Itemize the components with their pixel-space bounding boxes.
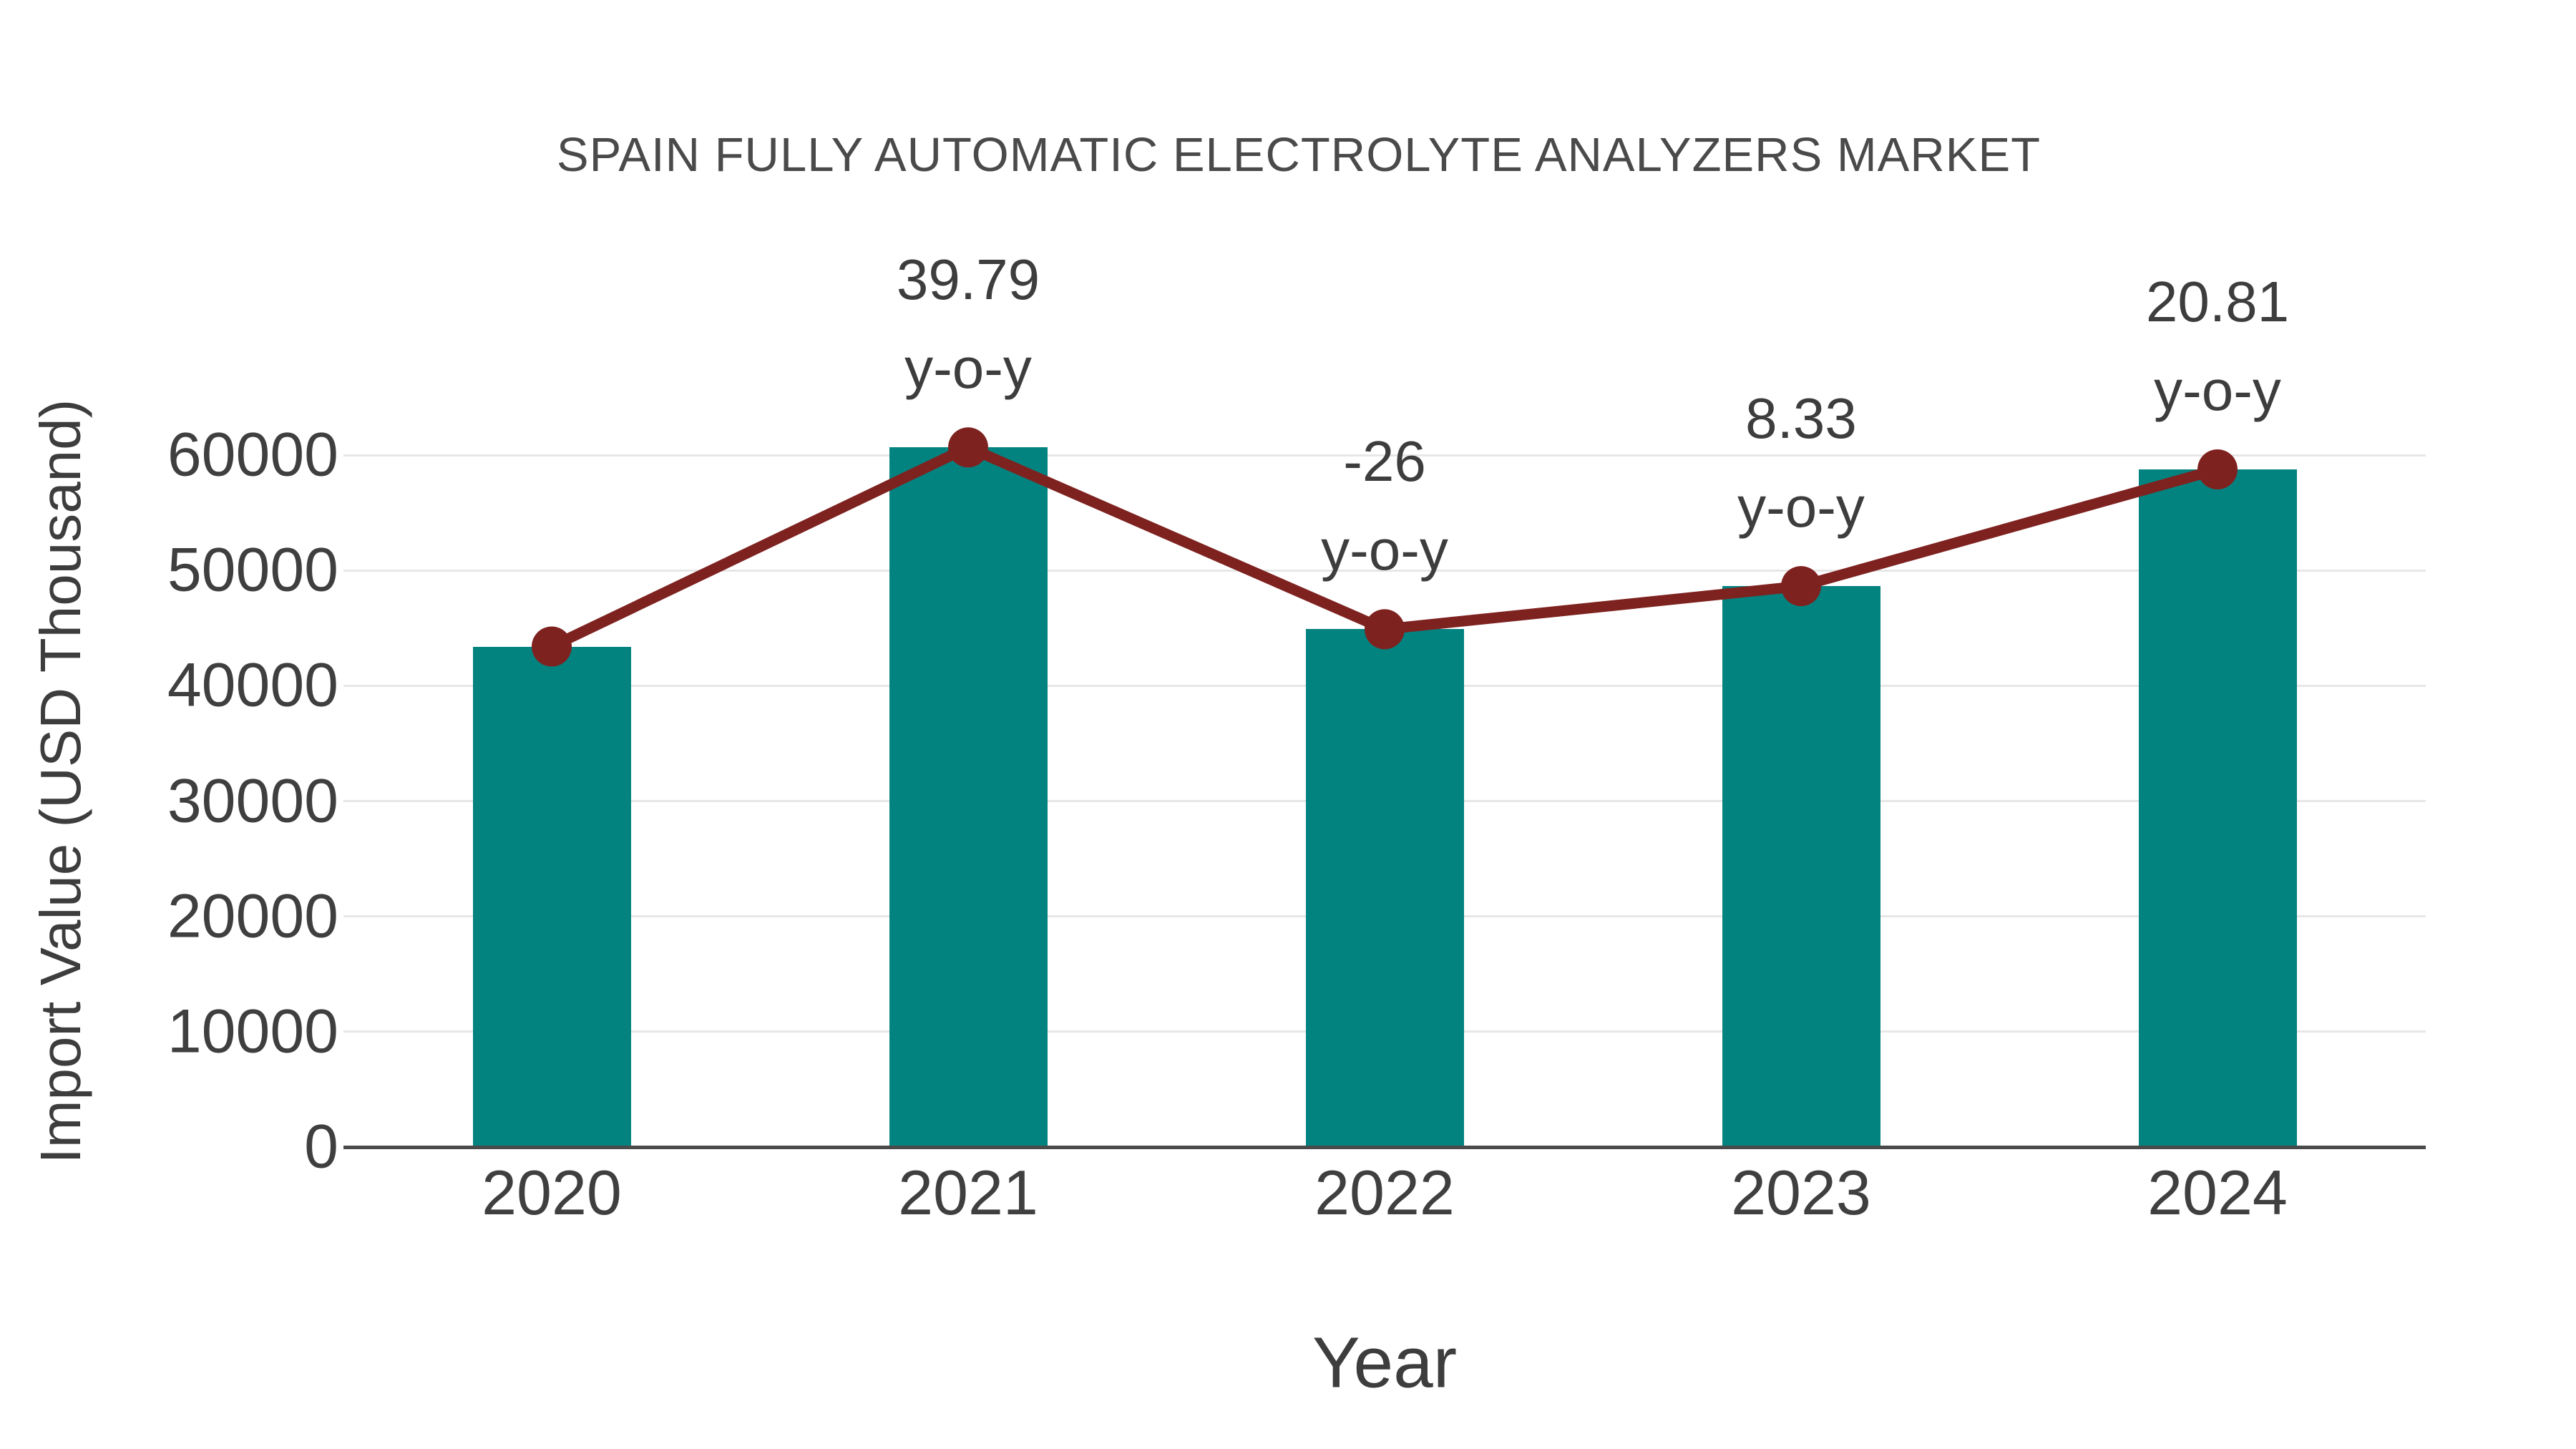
yoy-label: 20.81 y-o-y [1931,258,2504,435]
x-tick-label: 2021 [898,1157,1038,1228]
y-tick-label: 50000 [167,535,338,605]
data-point-marker [532,626,572,667]
bar [889,447,1048,1147]
bar [1305,629,1464,1147]
y-tick-label: 40000 [167,650,338,720]
y-tick-label: 60000 [167,420,338,489]
yoy-label-suffix: y-o-y [1737,475,1865,540]
bar [1722,586,1880,1147]
x-tick-label: 2023 [1731,1157,1871,1228]
yoy-label: 39.79 y-o-y [682,235,1254,413]
chart-title: SPAIN FULLY AUTOMATIC ELECTROLYTE ANALYZ… [556,128,2041,182]
gridline [343,454,2426,457]
yoy-label-value: -26 [1343,429,1426,494]
trend-line-layer [532,427,2238,667]
x-tick-label: 2022 [1314,1157,1455,1228]
gridline [343,569,2426,572]
y-tick-label: 30000 [167,766,338,835]
yoy-label-value: 20.81 [2145,269,2290,333]
plot-area [343,415,2426,1149]
y-tick-label: 20000 [167,882,338,951]
x-tick-label: 2024 [2147,1157,2288,1228]
bar [472,646,631,1147]
yoy-label-suffix: y-o-y [1321,518,1448,582]
x-tick-label: 2020 [482,1157,622,1228]
data-point-marker [1365,609,1405,650]
yoy-label: 8.33 y-o-y [1515,374,2087,552]
yoy-label-suffix: y-o-y [904,336,1032,401]
x-axis-title: Year [1312,1322,1458,1403]
y-tick-label: 0 [304,1112,338,1181]
x-axis-line [343,1146,2426,1149]
data-point-marker [1781,566,1821,607]
yoy-label: -26 y-o-y [1098,417,1671,595]
yoy-label-value: 39.79 [896,248,1040,312]
yoy-label-suffix: y-o-y [2154,358,2281,422]
y-tick-label: 10000 [167,997,338,1066]
data-point-marker [2197,449,2238,489]
yoy-label-value: 8.33 [1745,386,1857,451]
bar [2138,469,2297,1147]
data-point-marker [948,427,988,468]
